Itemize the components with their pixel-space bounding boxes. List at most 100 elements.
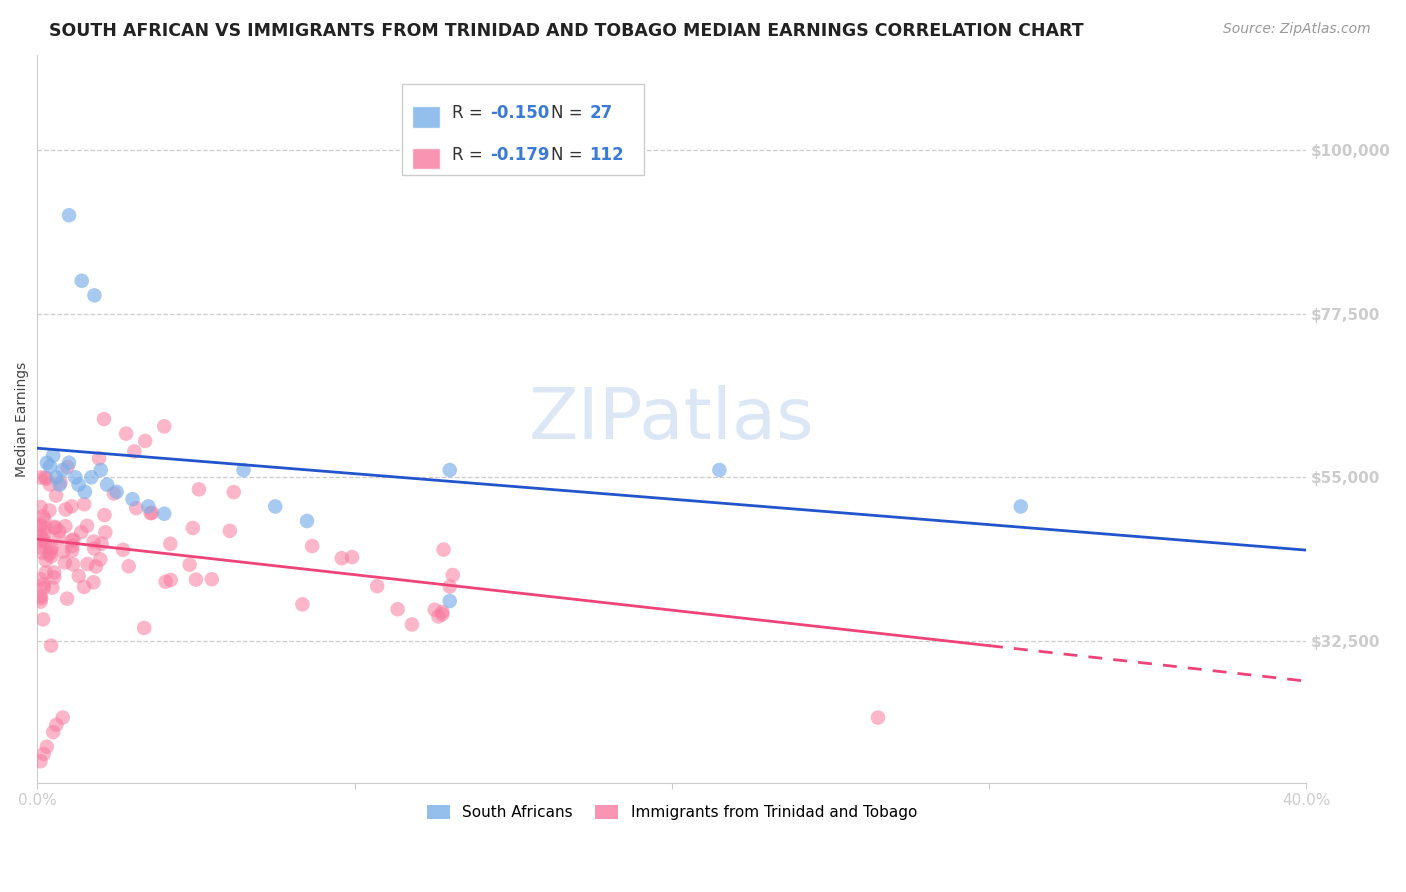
Immigrants from Trinidad and Tobago [56, 460, 79, 475]
Immigrants from Trinidad and Tobago [52, 544, 75, 558]
South Africans [709, 463, 731, 477]
Immigrants from Trinidad and Tobago [330, 551, 353, 566]
Immigrants from Trinidad and Tobago [84, 559, 107, 574]
Immigrants from Trinidad and Tobago [70, 525, 93, 540]
Immigrants from Trinidad and Tobago [432, 605, 454, 619]
South Africans [45, 470, 67, 484]
Immigrants from Trinidad and Tobago [82, 575, 104, 590]
Text: R =: R = [453, 104, 488, 122]
Immigrants from Trinidad and Tobago [439, 580, 461, 594]
Immigrants from Trinidad and Tobago [52, 710, 75, 724]
Immigrants from Trinidad and Tobago [112, 542, 135, 557]
Immigrants from Trinidad and Tobago [35, 566, 58, 580]
Immigrants from Trinidad and Tobago [38, 503, 60, 517]
Immigrants from Trinidad and Tobago [45, 718, 67, 732]
Immigrants from Trinidad and Tobago [44, 566, 66, 580]
Immigrants from Trinidad and Tobago [73, 497, 96, 511]
Immigrants from Trinidad and Tobago [39, 542, 62, 557]
Immigrants from Trinidad and Tobago [53, 555, 76, 569]
Immigrants from Trinidad and Tobago [31, 533, 53, 547]
Immigrants from Trinidad and Tobago [48, 531, 70, 545]
South Africans [105, 484, 128, 499]
Immigrants from Trinidad and Tobago [34, 470, 56, 484]
South Africans [121, 492, 143, 507]
Immigrants from Trinidad and Tobago [155, 574, 177, 589]
South Africans [48, 477, 70, 491]
Immigrants from Trinidad and Tobago [93, 508, 115, 522]
Immigrants from Trinidad and Tobago [125, 501, 148, 516]
Immigrants from Trinidad and Tobago [41, 540, 63, 554]
Immigrants from Trinidad and Tobago [42, 725, 65, 739]
South Africans [153, 507, 176, 521]
Immigrants from Trinidad and Tobago [30, 591, 52, 606]
Immigrants from Trinidad and Tobago [73, 580, 96, 594]
Immigrants from Trinidad and Tobago [39, 639, 62, 653]
South Africans [1010, 500, 1032, 514]
South Africans [90, 463, 112, 477]
Immigrants from Trinidad and Tobago [139, 506, 162, 520]
Immigrants from Trinidad and Tobago [55, 502, 77, 516]
Immigrants from Trinidad and Tobago [41, 581, 63, 595]
Immigrants from Trinidad and Tobago [866, 710, 889, 724]
Immigrants from Trinidad and Tobago [184, 573, 207, 587]
Immigrants from Trinidad and Tobago [39, 549, 62, 564]
Text: ZIPatlas: ZIPatlas [529, 384, 814, 454]
Text: N =: N = [551, 104, 588, 122]
Immigrants from Trinidad and Tobago [60, 543, 83, 558]
Immigrants from Trinidad and Tobago [423, 602, 446, 616]
Immigrants from Trinidad and Tobago [38, 547, 60, 561]
Text: 112: 112 [589, 146, 624, 164]
Legend: South Africans, Immigrants from Trinidad and Tobago: South Africans, Immigrants from Trinidad… [420, 799, 922, 826]
Immigrants from Trinidad and Tobago [62, 533, 84, 547]
South Africans [73, 484, 96, 499]
Immigrants from Trinidad and Tobago [387, 602, 409, 616]
Immigrants from Trinidad and Tobago [366, 579, 388, 593]
South Africans [65, 470, 87, 484]
Y-axis label: Median Earnings: Median Earnings [15, 361, 30, 476]
Immigrants from Trinidad and Tobago [118, 559, 141, 574]
Immigrants from Trinidad and Tobago [90, 536, 112, 550]
South Africans [83, 288, 105, 302]
Immigrants from Trinidad and Tobago [34, 521, 56, 535]
Immigrants from Trinidad and Tobago [53, 519, 76, 533]
South Africans [42, 449, 65, 463]
South Africans [439, 594, 461, 608]
Immigrants from Trinidad and Tobago [159, 573, 181, 587]
Immigrants from Trinidad and Tobago [401, 617, 423, 632]
Immigrants from Trinidad and Tobago [432, 607, 454, 622]
Immigrants from Trinidad and Tobago [56, 591, 79, 606]
South Africans [295, 514, 318, 528]
Immigrants from Trinidad and Tobago [181, 521, 204, 535]
Immigrants from Trinidad and Tobago [93, 412, 115, 426]
Immigrants from Trinidad and Tobago [34, 526, 56, 541]
Immigrants from Trinidad and Tobago [30, 589, 52, 603]
South Africans [70, 274, 93, 288]
Immigrants from Trinidad and Tobago [35, 739, 58, 754]
Immigrants from Trinidad and Tobago [124, 444, 146, 458]
Bar [412, 147, 440, 169]
Immigrants from Trinidad and Tobago [76, 518, 98, 533]
Immigrants from Trinidad and Tobago [89, 552, 111, 566]
Immigrants from Trinidad and Tobago [42, 570, 65, 584]
Text: -0.150: -0.150 [491, 104, 550, 122]
Immigrants from Trinidad and Tobago [115, 426, 138, 441]
Immigrants from Trinidad and Tobago [30, 572, 52, 586]
Immigrants from Trinidad and Tobago [31, 546, 53, 560]
Text: 27: 27 [589, 104, 613, 122]
Immigrants from Trinidad and Tobago [159, 537, 181, 551]
Immigrants from Trinidad and Tobago [94, 525, 117, 540]
Immigrants from Trinidad and Tobago [30, 594, 52, 608]
Text: N =: N = [551, 146, 588, 164]
Text: -0.179: -0.179 [491, 146, 550, 164]
Immigrants from Trinidad and Tobago [179, 558, 201, 572]
Immigrants from Trinidad and Tobago [30, 533, 52, 548]
Immigrants from Trinidad and Tobago [30, 754, 52, 768]
Text: SOUTH AFRICAN VS IMMIGRANTS FROM TRINIDAD AND TOBAGO MEDIAN EARNINGS CORRELATION: SOUTH AFRICAN VS IMMIGRANTS FROM TRINIDA… [49, 22, 1084, 40]
Immigrants from Trinidad and Tobago [60, 539, 83, 553]
South Africans [80, 470, 103, 484]
Immigrants from Trinidad and Tobago [32, 581, 55, 595]
Immigrants from Trinidad and Tobago [30, 500, 52, 514]
Immigrants from Trinidad and Tobago [30, 470, 52, 484]
Immigrants from Trinidad and Tobago [60, 533, 83, 548]
Immigrants from Trinidad and Tobago [291, 597, 314, 611]
